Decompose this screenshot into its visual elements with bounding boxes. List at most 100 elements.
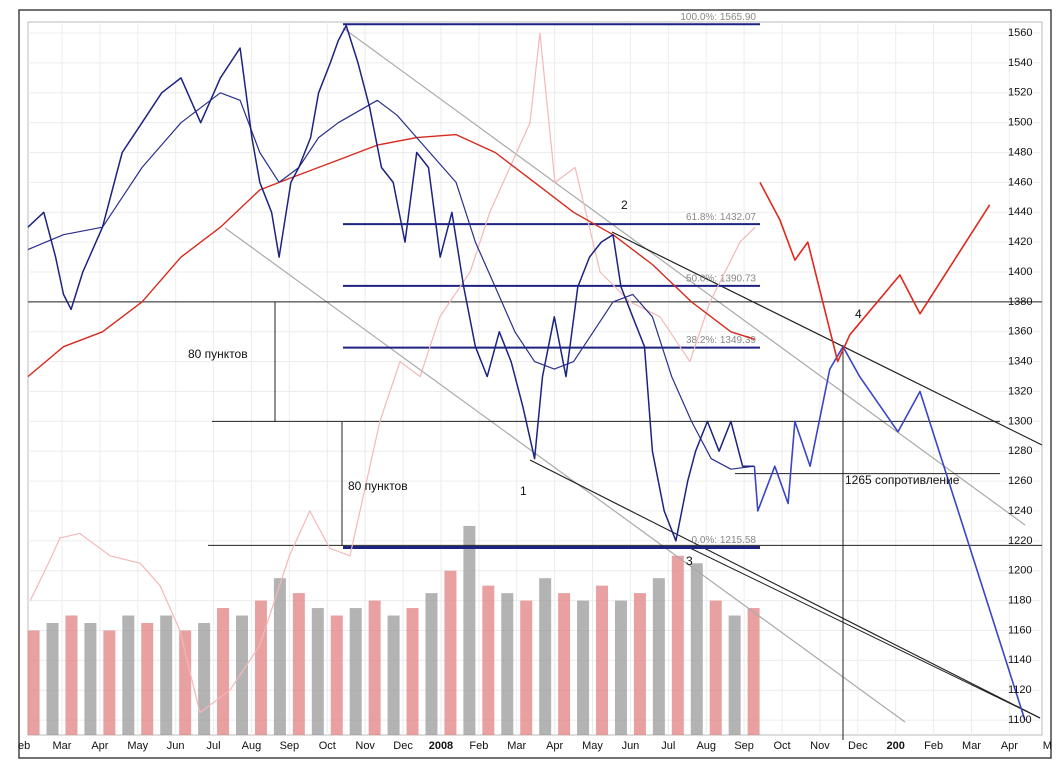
x-tick-label: Apr bbox=[1001, 740, 1018, 752]
annotation: 80 пунктов bbox=[188, 347, 248, 361]
volume-bar bbox=[103, 630, 116, 735]
y-tick-label: 1420 bbox=[1008, 236, 1032, 248]
volume-bar bbox=[84, 622, 97, 735]
series-line bbox=[29, 32, 756, 714]
y-tick-label: 1260 bbox=[1008, 475, 1032, 487]
volume-bar bbox=[747, 608, 760, 735]
x-tick-label: Oct bbox=[319, 740, 336, 752]
volume-bar bbox=[179, 630, 192, 735]
y-tick-label: 1360 bbox=[1008, 326, 1032, 338]
y-tick-label: 1440 bbox=[1008, 206, 1032, 218]
volume-bar bbox=[690, 563, 703, 735]
plot-area bbox=[27, 21, 1043, 736]
volume-bar bbox=[577, 600, 590, 735]
x-tick-label: 2008 bbox=[429, 740, 453, 752]
volume-bar bbox=[539, 578, 552, 735]
x-tick-label: Nov bbox=[810, 740, 830, 752]
x-tick-label: Jul bbox=[661, 740, 675, 752]
annotation: 3 bbox=[686, 554, 693, 568]
fib-label: 38.2%: 1349.39 bbox=[686, 335, 756, 346]
volume-bar bbox=[501, 593, 514, 735]
volume-bar bbox=[122, 615, 135, 735]
channel-line bbox=[224, 227, 906, 723]
y-tick-label: 1120 bbox=[1008, 684, 1032, 696]
volume-bar bbox=[444, 570, 457, 735]
y-tick-label: 1240 bbox=[1008, 505, 1032, 517]
fib-label: 61.8%: 1432.07 bbox=[686, 212, 756, 223]
y-tick-label: 1300 bbox=[1008, 415, 1032, 427]
volume-bar bbox=[198, 622, 211, 735]
volume-bar bbox=[254, 600, 267, 735]
x-tick-label: Mar bbox=[962, 740, 981, 752]
x-tick-label: Apr bbox=[91, 740, 108, 752]
series bbox=[27, 24, 1026, 721]
x-tick-label: May bbox=[582, 740, 603, 752]
y-tick-label: 1100 bbox=[1008, 714, 1032, 726]
volume-bar bbox=[217, 608, 230, 735]
x-tick-label: May bbox=[127, 740, 148, 752]
volume-bar bbox=[273, 578, 286, 735]
volume-bar bbox=[558, 593, 571, 735]
volume-bar bbox=[482, 585, 495, 735]
series-line bbox=[27, 92, 755, 470]
y-tick-label: 1460 bbox=[1008, 176, 1032, 188]
volume-bar bbox=[65, 615, 78, 735]
trend-line bbox=[689, 547, 1041, 719]
volume-bar bbox=[425, 593, 438, 735]
volume-bar bbox=[27, 630, 40, 735]
y-tick-label: 1340 bbox=[1008, 356, 1032, 368]
volume-bar bbox=[160, 615, 173, 735]
fib-label: 0.0%: 1215.58 bbox=[692, 535, 757, 546]
volume-bar bbox=[387, 615, 400, 735]
annotation: 2 bbox=[621, 198, 628, 212]
volume-bar bbox=[292, 593, 305, 735]
volume bbox=[27, 525, 760, 735]
x-tick-label: Aug bbox=[242, 740, 262, 752]
annotation: 4 bbox=[855, 307, 862, 321]
y-tick-label: 1180 bbox=[1008, 594, 1032, 606]
y-tick-label: 1520 bbox=[1008, 87, 1032, 99]
y-tick-label: 1500 bbox=[1008, 117, 1032, 129]
volume-bar bbox=[652, 578, 665, 735]
volume-bar bbox=[709, 600, 722, 735]
x-tick-label: Jun bbox=[167, 740, 185, 752]
x-tick-label: Oct bbox=[773, 740, 790, 752]
y-tick-label: 1400 bbox=[1008, 266, 1032, 278]
volume-bar bbox=[633, 593, 646, 735]
y-tick-label: 1480 bbox=[1008, 146, 1032, 158]
volume-bar bbox=[349, 608, 362, 735]
y-tick-label: 1320 bbox=[1008, 385, 1032, 397]
volume-bar bbox=[463, 525, 476, 735]
series-line bbox=[753, 345, 1026, 721]
fib-label: 100.0%: 1565.90 bbox=[680, 12, 756, 23]
volume-bar bbox=[141, 622, 154, 735]
x-tick-label: Apr bbox=[546, 740, 563, 752]
x-tick-label: M bbox=[1043, 740, 1052, 752]
annotation: 1265 сопротивление bbox=[845, 473, 960, 487]
channel-line bbox=[342, 27, 1026, 526]
x-tick-label: Sep bbox=[280, 740, 300, 752]
volume-bar bbox=[236, 615, 249, 735]
annotation: 80 пунктов bbox=[348, 479, 408, 493]
x-tick-label: Feb bbox=[469, 740, 488, 752]
y-tick-label: 1540 bbox=[1008, 57, 1032, 69]
x-tick-label: Jul bbox=[207, 740, 221, 752]
x-tick-label: Mar bbox=[53, 740, 72, 752]
y-tick-label: 1280 bbox=[1008, 445, 1032, 457]
x-tick-label: Dec bbox=[393, 740, 413, 752]
volume-bar bbox=[671, 555, 684, 735]
series-line bbox=[27, 133, 755, 378]
y-tick-label: 1560 bbox=[1008, 27, 1032, 39]
x-tick-label: Jun bbox=[622, 740, 640, 752]
series-line bbox=[759, 182, 991, 363]
volume-bar bbox=[330, 615, 343, 735]
y-tick-label: 1160 bbox=[1008, 624, 1032, 636]
volume-bar bbox=[614, 600, 627, 735]
trend-lines bbox=[224, 27, 1043, 740]
trend-line bbox=[529, 459, 1041, 719]
trend-line bbox=[611, 231, 1043, 446]
volume-bar bbox=[46, 622, 59, 735]
x-tick-label: 200 bbox=[887, 740, 905, 752]
